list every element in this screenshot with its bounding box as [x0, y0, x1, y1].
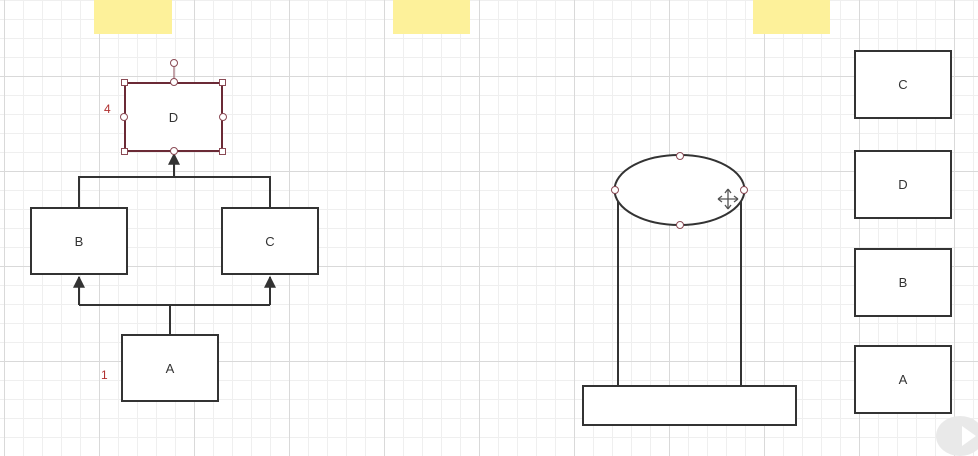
node-c-label: C [265, 233, 275, 249]
stack-list-label: A [898, 372, 908, 387]
node-b-label: B [74, 233, 84, 249]
resize-handle-sw[interactable] [121, 148, 128, 155]
sticky-note-right[interactable] [753, 0, 830, 34]
stack-list-item[interactable]: B [854, 248, 952, 317]
stack-base[interactable] [582, 385, 797, 426]
connector-a-to-bc [73, 275, 276, 334]
stack-list-label: B [898, 275, 908, 290]
node-d-label: D [168, 109, 179, 125]
play-icon [962, 426, 976, 446]
ellipse-handles[interactable] [611, 152, 748, 229]
node-d[interactable]: D [124, 82, 223, 152]
sticky-note-left[interactable] [94, 0, 172, 34]
stack-cylinder[interactable] [613, 154, 746, 386]
node-a-number: 1 [101, 368, 108, 382]
node-a-label: A [165, 360, 175, 376]
stack-list-label: C [898, 77, 908, 92]
stack-list-item[interactable]: C [854, 50, 952, 119]
node-b[interactable]: B [30, 207, 128, 275]
play-button[interactable] [936, 416, 978, 456]
node-a[interactable]: A [121, 334, 219, 402]
resize-handle-nw[interactable] [121, 79, 128, 86]
rotate-handle[interactable] [170, 59, 178, 67]
resize-handle-n[interactable] [170, 78, 178, 86]
move-cursor-icon [717, 188, 739, 210]
stack-list-item[interactable]: A [854, 345, 952, 414]
resize-handle-s[interactable] [170, 147, 178, 155]
sticky-note-middle[interactable] [393, 0, 470, 34]
resize-handle-w[interactable] [120, 113, 128, 121]
resize-handle-e[interactable] [219, 113, 227, 121]
connector-bc-to-d [78, 152, 271, 207]
stack-list-item[interactable]: D [854, 150, 952, 219]
resize-handle-ne[interactable] [219, 79, 226, 86]
resize-handle-se[interactable] [219, 148, 226, 155]
node-c[interactable]: C [221, 207, 319, 275]
node-d-number: 4 [104, 102, 111, 116]
stack-list-label: D [898, 177, 908, 192]
